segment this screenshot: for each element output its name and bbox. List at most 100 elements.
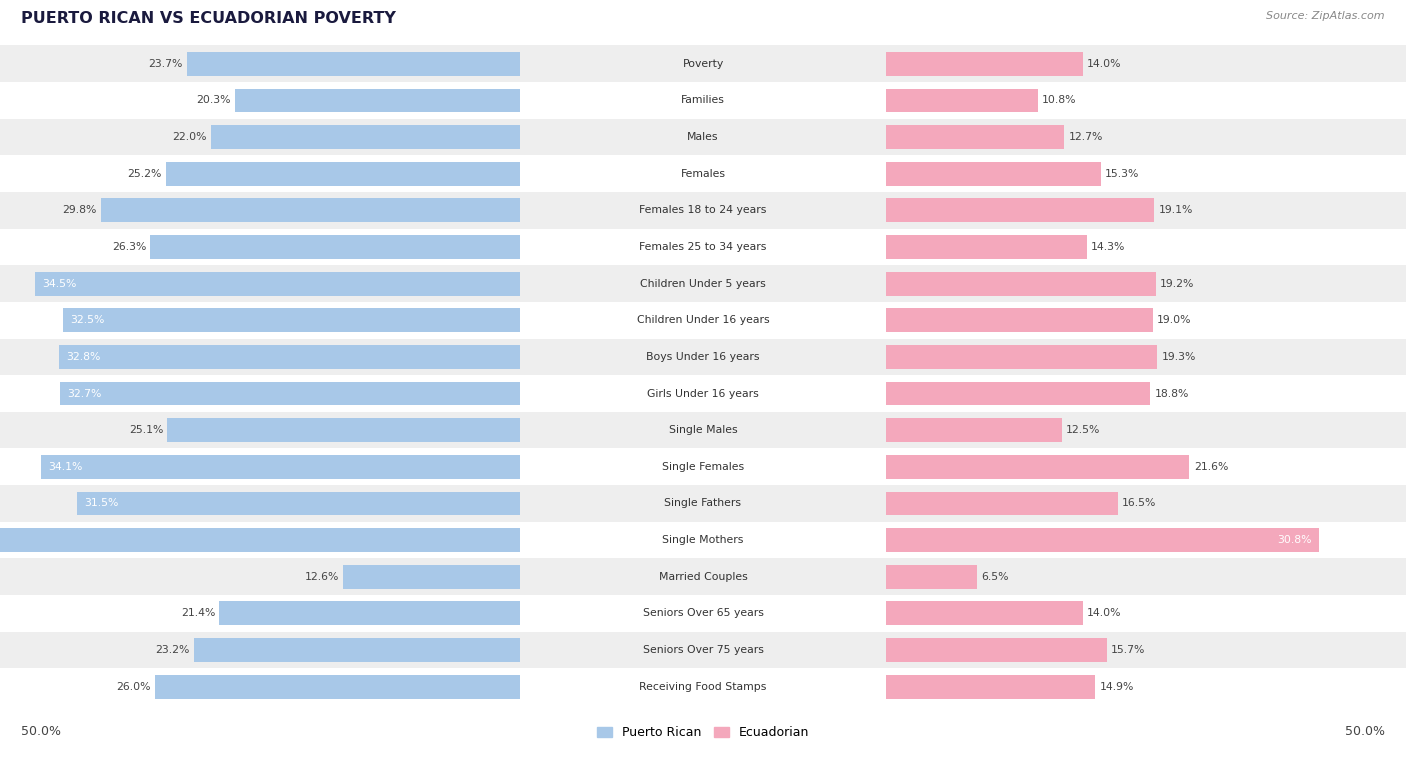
Bar xyxy=(886,309,1153,332)
Text: 32.5%: 32.5% xyxy=(70,315,104,325)
Text: 20.3%: 20.3% xyxy=(195,96,231,105)
Bar xyxy=(0,631,1406,669)
Bar xyxy=(886,125,1064,149)
Text: Females 18 to 24 years: Females 18 to 24 years xyxy=(640,205,766,215)
Text: 32.7%: 32.7% xyxy=(67,389,101,399)
Text: Children Under 16 years: Children Under 16 years xyxy=(637,315,769,325)
Text: Married Couples: Married Couples xyxy=(658,572,748,581)
Text: Boys Under 16 years: Boys Under 16 years xyxy=(647,352,759,362)
Text: 19.1%: 19.1% xyxy=(1159,205,1192,215)
Text: 32.8%: 32.8% xyxy=(66,352,100,362)
Text: Males: Males xyxy=(688,132,718,142)
Text: 29.8%: 29.8% xyxy=(63,205,97,215)
Bar xyxy=(0,192,1406,229)
Bar xyxy=(0,595,1406,631)
Text: Seniors Over 75 years: Seniors Over 75 years xyxy=(643,645,763,655)
Text: Receiving Food Stamps: Receiving Food Stamps xyxy=(640,681,766,691)
Text: Single Mothers: Single Mothers xyxy=(662,535,744,545)
Bar xyxy=(886,345,1157,369)
Bar xyxy=(0,119,1406,155)
Bar xyxy=(0,375,1406,412)
Text: 21.4%: 21.4% xyxy=(181,609,215,619)
Bar xyxy=(41,455,520,479)
Text: 19.2%: 19.2% xyxy=(1160,279,1194,289)
Bar xyxy=(886,491,1118,515)
Bar xyxy=(219,601,520,625)
Text: 23.7%: 23.7% xyxy=(149,59,183,69)
Text: 15.3%: 15.3% xyxy=(1105,169,1139,179)
Bar xyxy=(0,155,1406,192)
Text: 14.0%: 14.0% xyxy=(1087,59,1122,69)
Text: 22.0%: 22.0% xyxy=(172,132,207,142)
Bar xyxy=(150,235,520,259)
Bar xyxy=(77,491,520,515)
Text: 25.1%: 25.1% xyxy=(129,425,163,435)
Bar xyxy=(0,265,1406,302)
Legend: Puerto Rican, Ecuadorian: Puerto Rican, Ecuadorian xyxy=(592,721,814,744)
Text: 19.0%: 19.0% xyxy=(1157,315,1192,325)
Text: Single Fathers: Single Fathers xyxy=(665,499,741,509)
Text: 10.8%: 10.8% xyxy=(1042,96,1077,105)
Bar xyxy=(155,675,520,699)
Bar xyxy=(886,455,1189,479)
Text: 18.8%: 18.8% xyxy=(1154,389,1188,399)
Bar xyxy=(886,199,1154,222)
Bar xyxy=(886,601,1083,625)
Bar xyxy=(886,418,1062,442)
Bar xyxy=(0,449,1406,485)
Bar xyxy=(0,45,1406,82)
Text: 12.5%: 12.5% xyxy=(1066,425,1099,435)
Bar xyxy=(60,381,520,406)
Bar xyxy=(101,199,520,222)
Bar xyxy=(886,161,1101,186)
Bar xyxy=(886,89,1038,112)
Text: Poverty: Poverty xyxy=(682,59,724,69)
Text: 23.2%: 23.2% xyxy=(156,645,190,655)
Text: 15.7%: 15.7% xyxy=(1111,645,1144,655)
Text: 19.3%: 19.3% xyxy=(1161,352,1195,362)
Bar xyxy=(59,345,520,369)
Text: Girls Under 16 years: Girls Under 16 years xyxy=(647,389,759,399)
Bar xyxy=(886,565,977,589)
Bar xyxy=(0,485,1406,522)
Text: 16.5%: 16.5% xyxy=(1122,499,1156,509)
Bar xyxy=(886,638,1107,662)
Bar xyxy=(886,52,1083,76)
Text: 12.7%: 12.7% xyxy=(1069,132,1102,142)
Bar xyxy=(167,418,520,442)
Text: Single Males: Single Males xyxy=(669,425,737,435)
Bar xyxy=(166,161,520,186)
Text: 21.6%: 21.6% xyxy=(1194,462,1227,471)
Text: 34.5%: 34.5% xyxy=(42,279,76,289)
Text: 34.1%: 34.1% xyxy=(48,462,82,471)
Bar xyxy=(0,669,1406,705)
Bar xyxy=(63,309,520,332)
Text: 14.0%: 14.0% xyxy=(1087,609,1122,619)
Bar xyxy=(0,302,1406,339)
Text: 50.0%: 50.0% xyxy=(21,725,60,738)
Text: Seniors Over 65 years: Seniors Over 65 years xyxy=(643,609,763,619)
Text: Single Females: Single Females xyxy=(662,462,744,471)
Text: 26.0%: 26.0% xyxy=(115,681,150,691)
Bar xyxy=(886,381,1150,406)
Text: 26.3%: 26.3% xyxy=(112,242,146,252)
Bar xyxy=(886,235,1087,259)
Bar xyxy=(194,638,520,662)
Text: 50.0%: 50.0% xyxy=(1346,725,1385,738)
Bar xyxy=(235,89,520,112)
Text: Females 25 to 34 years: Females 25 to 34 years xyxy=(640,242,766,252)
Text: PUERTO RICAN VS ECUADORIAN POVERTY: PUERTO RICAN VS ECUADORIAN POVERTY xyxy=(21,11,396,27)
Text: Children Under 5 years: Children Under 5 years xyxy=(640,279,766,289)
Bar xyxy=(211,125,520,149)
Bar xyxy=(0,522,1406,559)
Text: 12.6%: 12.6% xyxy=(305,572,339,581)
Bar xyxy=(35,271,520,296)
Text: 25.2%: 25.2% xyxy=(128,169,162,179)
Text: 30.8%: 30.8% xyxy=(1277,535,1312,545)
Bar xyxy=(0,339,1406,375)
Bar xyxy=(886,528,1319,552)
Text: 14.9%: 14.9% xyxy=(1099,681,1133,691)
Text: 31.5%: 31.5% xyxy=(84,499,118,509)
Bar xyxy=(886,675,1095,699)
Text: Source: ZipAtlas.com: Source: ZipAtlas.com xyxy=(1267,11,1385,21)
